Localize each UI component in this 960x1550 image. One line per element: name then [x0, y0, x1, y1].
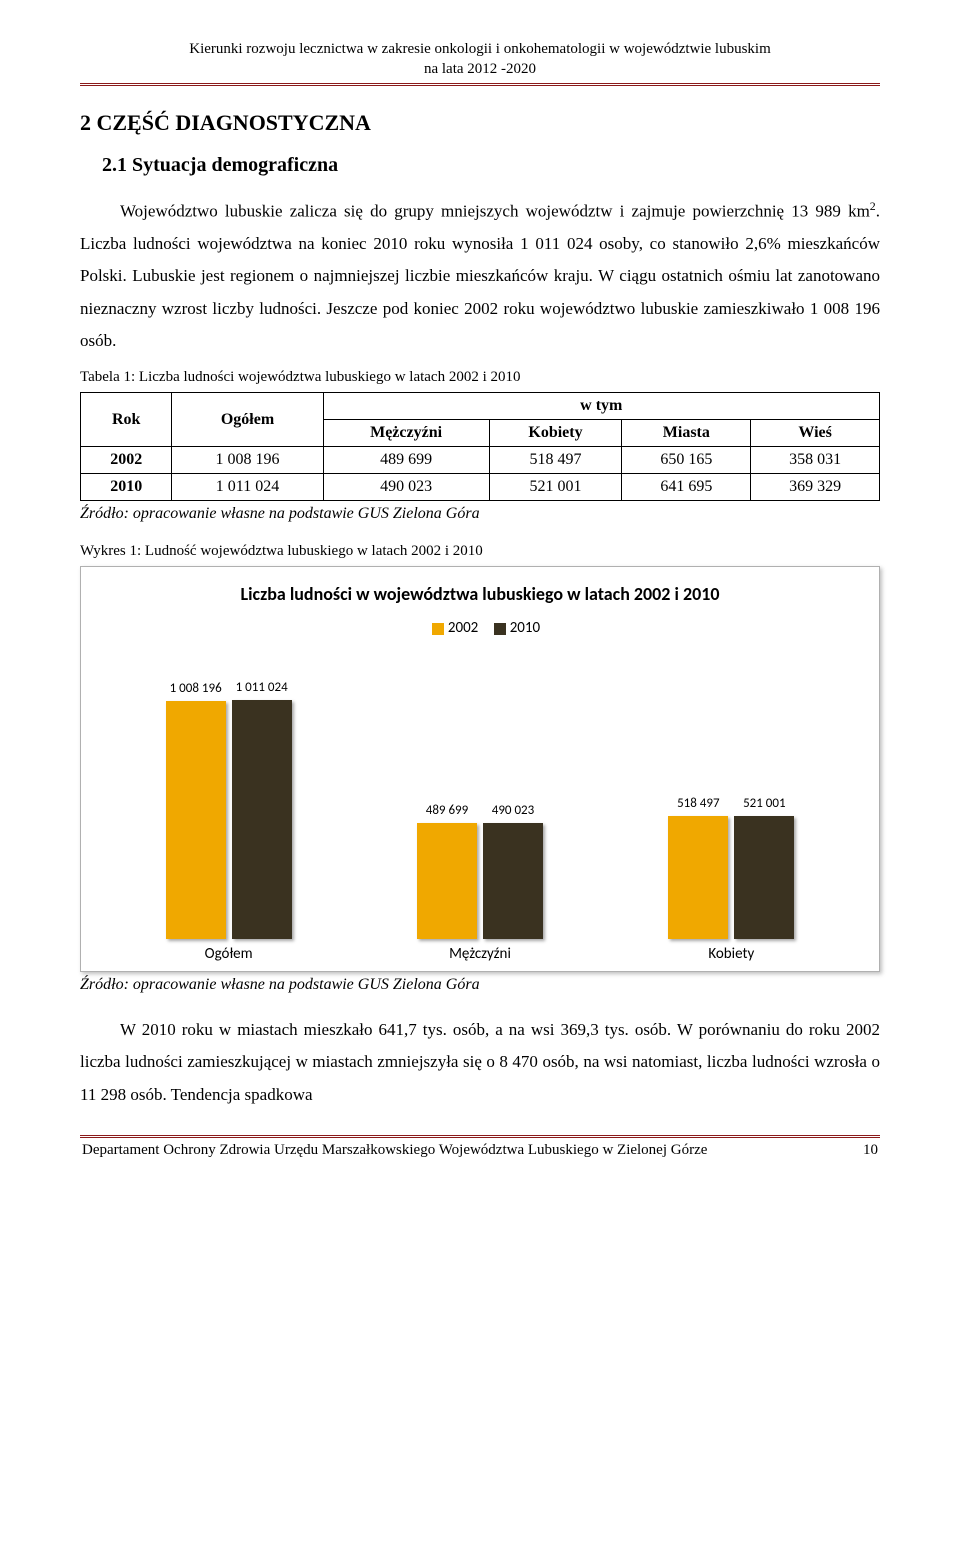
section-heading: 2 CZĘŚĆ DIAGNOSTYCZNA: [80, 110, 880, 136]
running-footer: Departament Ochrony Zdrowia Urzędu Marsz…: [80, 1142, 880, 1159]
chart-legend: 2002 2010: [93, 619, 867, 637]
header-line1: Kierunki rozwoju lecznictwa w zakresie o…: [189, 41, 771, 57]
running-header: Kierunki rozwoju lecznictwa w zakresie o…: [80, 40, 880, 79]
paragraph-1: Województwo lubuskie zalicza się do grup…: [80, 195, 880, 357]
table-caption: Tabela 1: Liczba ludności województwa lu…: [80, 369, 880, 386]
category-label: Mężczyźni: [354, 945, 605, 963]
population-table: Rok Ogółem w tym Mężczyźni Kobiety Miast…: [80, 392, 880, 501]
bar-value-label: 1 008 196: [166, 681, 226, 696]
col-ogolem: Ogółem: [172, 393, 323, 447]
legend-label-2002: 2002: [448, 619, 478, 637]
col-mezczyzni: Mężczyźni: [323, 420, 489, 447]
bar-value-label: 1 011 024: [232, 680, 292, 695]
document-page: Kierunki rozwoju lecznictwa w zakresie o…: [0, 0, 960, 1189]
col-wtym: w tym: [323, 393, 879, 420]
col-rok: Rok: [81, 393, 172, 447]
bar-group: 1 008 1961 011 024: [166, 700, 292, 939]
legend-swatch-2010: [494, 623, 506, 635]
category-label: Kobiety: [606, 945, 857, 963]
chart-bars-area: 1 008 1961 011 024489 699490 023518 4975…: [93, 659, 867, 939]
population-chart: Liczba ludności w województwa lubuskiego…: [80, 566, 880, 972]
table-row: 2010 1 011 024 490 023 521 001 641 695 3…: [81, 474, 880, 501]
header-line2: na lata 2012 -2020: [424, 61, 536, 77]
col-wies: Wieś: [751, 420, 880, 447]
col-miasta: Miasta: [622, 420, 751, 447]
bar: 518 497: [668, 816, 728, 939]
table-source: Źródło: opracowanie własne na podstawie …: [80, 505, 880, 523]
subsection-heading: 2.1 Sytuacja demograficzna: [102, 154, 880, 177]
category-label: Ogółem: [103, 945, 354, 963]
bar-group: 518 497521 001: [668, 816, 794, 939]
bar-value-label: 518 497: [668, 796, 728, 811]
paragraph-2: W 2010 roku w miastach mieszkało 641,7 t…: [80, 1014, 880, 1111]
page-number: 10: [863, 1142, 878, 1159]
bar: 1 008 196: [166, 701, 226, 939]
bar: 1 011 024: [232, 700, 292, 939]
chart-category-labels: OgółemMężczyźniKobiety: [93, 939, 867, 963]
chart-caption: Wykres 1: Ludność województwa lubuskiego…: [80, 543, 880, 560]
bar-group: 489 699490 023: [417, 823, 543, 939]
footer-rule: [80, 1135, 880, 1138]
bar-value-label: 489 699: [417, 803, 477, 818]
footer-text: Departament Ochrony Zdrowia Urzędu Marsz…: [82, 1142, 707, 1159]
bar: 521 001: [734, 816, 794, 939]
table-row: 2002 1 008 196 489 699 518 497 650 165 3…: [81, 447, 880, 474]
col-kobiety: Kobiety: [489, 420, 622, 447]
bar-value-label: 521 001: [734, 796, 794, 811]
chart-title: Liczba ludności w województwa lubuskiego…: [93, 583, 867, 605]
header-rule: [80, 83, 880, 86]
legend-label-2010: 2010: [510, 619, 540, 637]
legend-swatch-2002: [432, 623, 444, 635]
bar-value-label: 490 023: [483, 803, 543, 818]
bar: 489 699: [417, 823, 477, 939]
bar: 490 023: [483, 823, 543, 939]
chart-source: Źródło: opracowanie własne na podstawie …: [80, 976, 880, 994]
